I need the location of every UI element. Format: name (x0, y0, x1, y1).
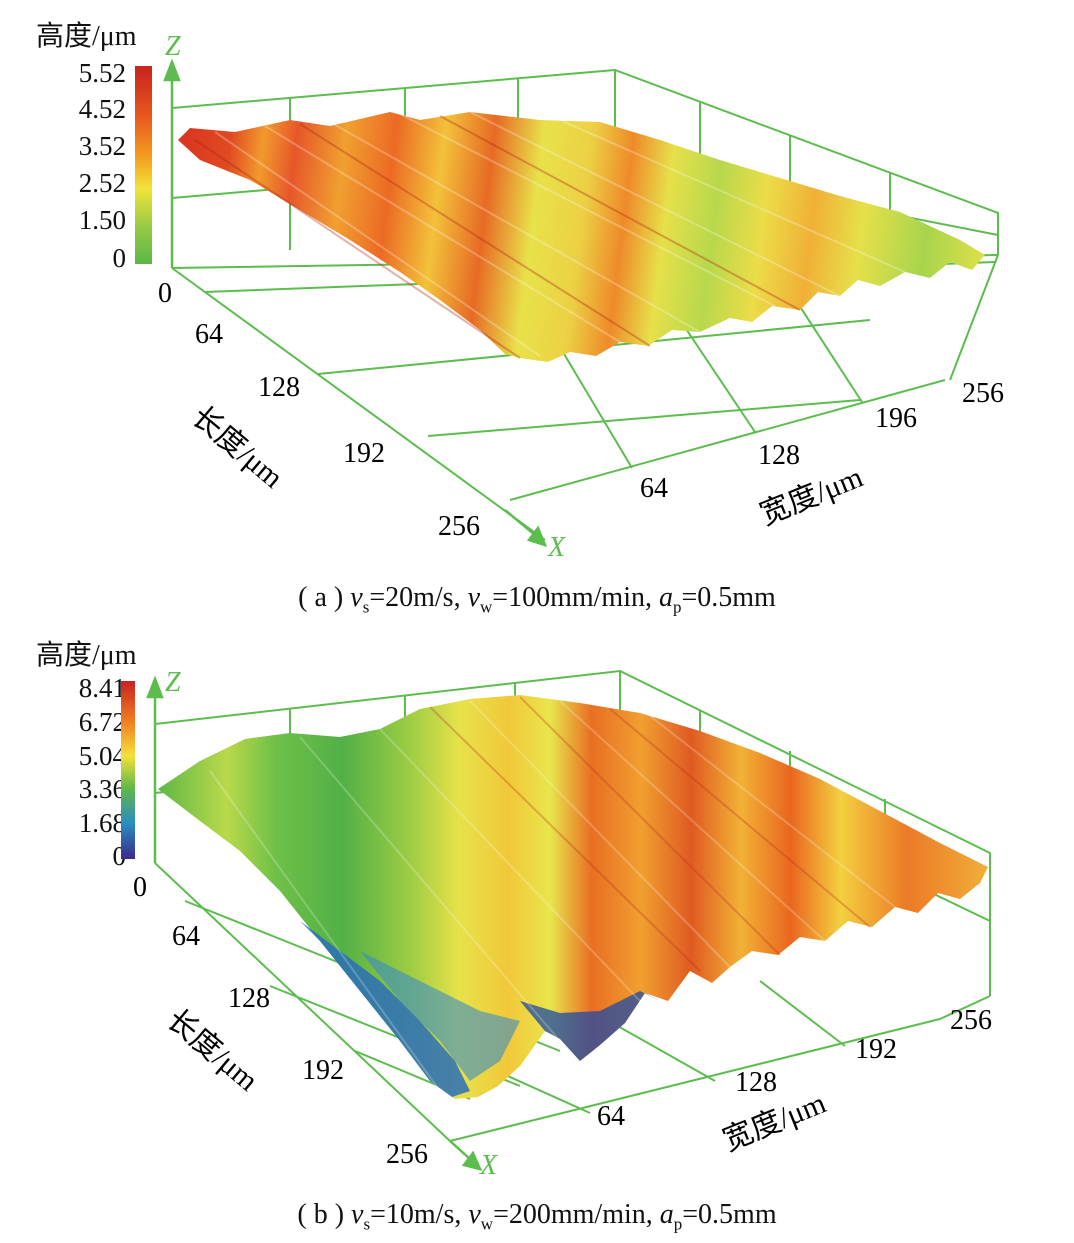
caption-prefix: ( a ) (298, 582, 344, 613)
colorbar-tick: 0 (112, 243, 127, 273)
colorbar-tick: 5.04 (78, 741, 126, 771)
panel-a: 高度/μm 5.52 4.52 3.52 2.52 1.50 0 (0, 0, 1074, 621)
caption-vw: =100mm/min (492, 582, 645, 613)
y-tick: 196 (875, 403, 917, 434)
colorbar-a (135, 66, 152, 264)
z-axis-name: Z (165, 667, 181, 698)
x-tick: 256 (386, 1139, 428, 1170)
x-axis-name: X (547, 532, 566, 563)
caption-ap: =0.5mm (682, 1199, 777, 1230)
z-axis-arrow (146, 675, 164, 863)
x-tick: 0 (158, 278, 172, 309)
surface-plot-a: Z X 0 64 128 192 256 长度/μm 64 128 196 25… (135, 31, 1004, 563)
panel-b: 高度/μm 8.41 6.72 5.04 3.36 1.68 0 (0, 621, 1074, 1243)
y-axis-label: 宽度/μm (755, 461, 867, 532)
x-tick: 192 (343, 438, 385, 469)
colorbar-tick: 6.72 (78, 707, 126, 737)
x-tick: 192 (302, 1055, 344, 1086)
caption-b: ( b ) vs=10m/s, vw=200mm/min, ap=0.5mm (297, 1199, 777, 1234)
x-axis-arrow (449, 1140, 483, 1171)
y-tick: 64 (640, 473, 668, 504)
colorbar-tick: 2.52 (78, 168, 126, 198)
caption-prefix: ( b ) (297, 1199, 345, 1230)
caption-vs: =20m/s (369, 582, 454, 613)
x-tick: 128 (258, 372, 300, 403)
x-axis-label: 长度/μm (161, 1003, 265, 1098)
caption-vw: =200mm/min (493, 1199, 646, 1230)
caption-a: ( a ) vs=20m/s, vw=100mm/min, ap=0.5mm (298, 582, 776, 617)
y-tick: 128 (735, 1067, 777, 1098)
caption-ap: =0.5mm (681, 582, 776, 613)
z-axis-arrow (163, 58, 181, 268)
y-tick: 192 (855, 1034, 897, 1065)
caption-vs: =10m/s (370, 1199, 455, 1230)
y-tick: 128 (758, 440, 800, 471)
colorbar-tick: 3.52 (78, 131, 126, 161)
colorbar-tick: 1.68 (78, 808, 126, 838)
colorbar-b (121, 681, 135, 859)
x-tick: 256 (438, 511, 480, 542)
y-tick: 256 (962, 378, 1004, 409)
x-tick: 0 (133, 872, 147, 903)
colorbar-tick: 1.50 (78, 205, 126, 235)
x-axis-arrow (504, 509, 548, 547)
x-tick: 64 (172, 921, 200, 952)
colorbar-tick: 8.41 (78, 673, 126, 703)
colorbar-title: 高度/μm (36, 640, 137, 671)
y-tick: 64 (597, 1101, 625, 1132)
x-tick: 128 (228, 983, 270, 1014)
y-tick: 256 (950, 1005, 992, 1036)
colorbar-title: 高度/μm (36, 21, 137, 52)
x-axis-name: X (479, 1150, 498, 1181)
surface-a (178, 112, 985, 362)
x-axis-label: 长度/μm (186, 400, 290, 495)
colorbar-tick: 5.52 (78, 58, 126, 88)
surface-plot-b: Z X 0 64 128 192 256 长度/μm 64 128 192 25… (121, 667, 992, 1181)
z-axis-name: Z (165, 31, 181, 62)
x-tick: 64 (195, 319, 223, 350)
surface-b (158, 695, 988, 1099)
colorbar-tick: 4.52 (78, 94, 126, 124)
colorbar-tick: 3.36 (78, 774, 126, 804)
